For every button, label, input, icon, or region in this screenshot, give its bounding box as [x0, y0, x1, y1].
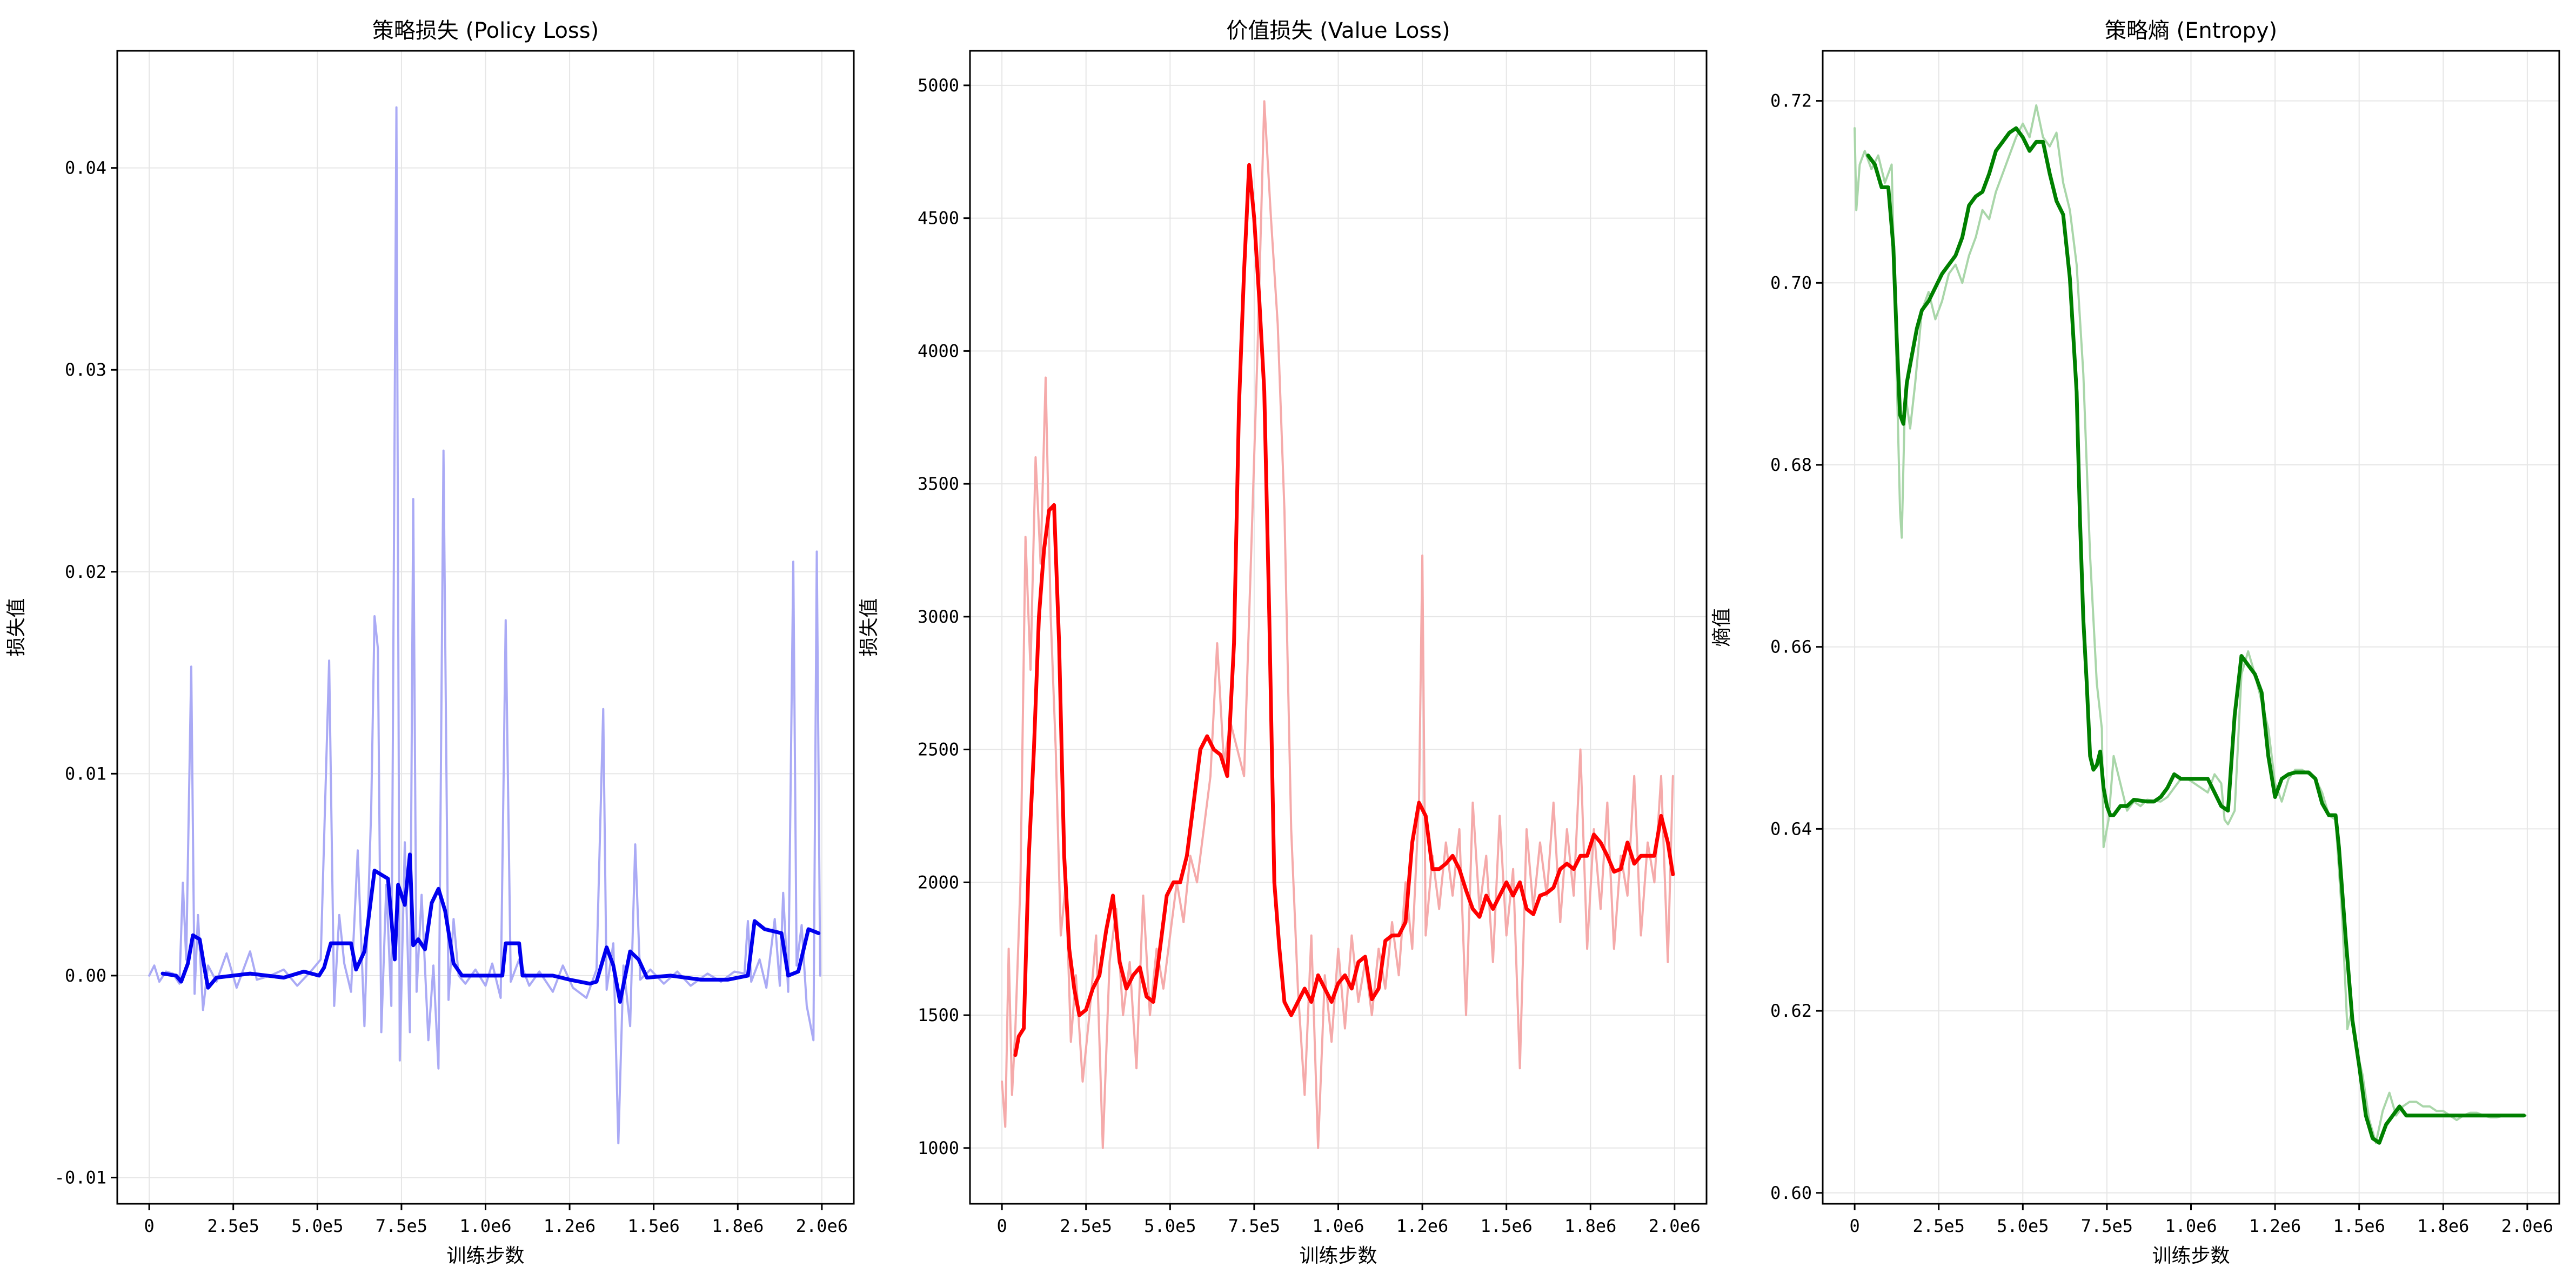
- x-tick-label: 1.5e6: [1481, 1216, 1533, 1236]
- grid-lines: [1823, 51, 2559, 1204]
- x-tick-label: 7.5e5: [1228, 1216, 1280, 1236]
- x-axis-label: 训练步数: [1299, 1245, 1377, 1267]
- y-tick-label: 4500: [918, 208, 959, 229]
- grid-lines: [970, 51, 1707, 1204]
- x-tick-label: 5.0e5: [291, 1216, 343, 1236]
- x-tick-label: 1.8e6: [1564, 1216, 1616, 1236]
- ticks-layer: 0 2.5e5 5.0e5 7.5e5 1.0e6 1.2e6 1.5e6 1.8e6 2.0e…: [1770, 91, 2553, 1236]
- x-tick-label: 1.2e6: [2249, 1216, 2301, 1236]
- x-tick-label: 2.0e6: [2501, 1216, 2553, 1236]
- x-tick-label: 0: [1849, 1216, 1859, 1236]
- y-tick-label: 0.04: [65, 158, 106, 178]
- y-tick-label: 0.66: [1770, 637, 1812, 657]
- x-tick-label: 1.0e6: [459, 1216, 511, 1236]
- y-tick-label: 0.02: [65, 562, 106, 582]
- x-tick-label: 1.0e6: [1312, 1216, 1364, 1236]
- ticks-layer: 0 2.5e5 5.0e5 7.5e5 1.0e6 1.2e6 1.5e6 1.8e6 2.0e…: [918, 75, 1701, 1236]
- y-tick-label: 0.64: [1770, 818, 1812, 839]
- chart-value-loss: 0 2.5e5 5.0e5 7.5e5 1.0e6 1.2e6 1.5e6 1.8e6 2.0e…: [858, 18, 1708, 1267]
- y-tick-label: 5000: [918, 75, 959, 96]
- x-tick-label: 1.2e6: [1396, 1216, 1448, 1236]
- series-layer: [1854, 104, 2527, 1145]
- chart-entropy: 0 2.5e5 5.0e5 7.5e5 1.0e6 1.2e6 1.5e6 1.8e6 2.0e…: [1711, 18, 2560, 1267]
- y-tick-label: 4000: [918, 341, 959, 361]
- x-axis-label: 训练步数: [2152, 1245, 2230, 1267]
- series-layer: [148, 106, 821, 1144]
- x-tick-label: 2.0e6: [796, 1216, 848, 1236]
- y-tick-label: 0.70: [1770, 272, 1812, 293]
- smoothed-series-line: [1866, 126, 2526, 1145]
- smoothed-series-line: [160, 852, 821, 1004]
- x-tick-label: 5.0e5: [1144, 1216, 1196, 1236]
- y-tick-label: 1000: [918, 1138, 959, 1158]
- y-tick-label: 0.60: [1770, 1183, 1812, 1203]
- y-axis-label: 熵值: [1711, 608, 1733, 646]
- y-tick-label: 3000: [918, 606, 959, 627]
- y-tick-label: 3500: [918, 474, 959, 494]
- y-tick-label: 0.72: [1770, 91, 1812, 111]
- x-tick-label: 5.0e5: [1997, 1216, 2049, 1236]
- x-tick-label: 7.5e5: [376, 1216, 427, 1236]
- y-tick-label: 0.01: [65, 763, 106, 784]
- chart-title: 价值损失 (Value Loss): [1226, 18, 1450, 43]
- y-tick-label: 0.68: [1770, 455, 1812, 475]
- y-tick-label: 1500: [918, 1005, 959, 1025]
- x-tick-label: 7.5e5: [2081, 1216, 2133, 1236]
- x-tick-label: 1.8e6: [2417, 1216, 2469, 1236]
- ticks-layer: 0 2.5e5 5.0e5 7.5e5 1.0e6 1.2e6 1.5e6 1.8e6 2.0e…: [55, 158, 848, 1236]
- chart-policy-loss: 0 2.5e5 5.0e5 7.5e5 1.0e6 1.2e6 1.5e6 1.8e6 2.0e…: [5, 18, 855, 1267]
- x-tick-label: 2.5e5: [1060, 1216, 1112, 1236]
- x-tick-label: 1.5e6: [2333, 1216, 2385, 1236]
- x-tick-label: 2.5e5: [1913, 1216, 1965, 1236]
- x-tick-label: 0: [144, 1216, 154, 1236]
- y-tick-label: 2000: [918, 872, 959, 892]
- x-tick-label: 1.2e6: [544, 1216, 596, 1236]
- x-tick-label: 1.8e6: [712, 1216, 764, 1236]
- x-tick-label: 1.5e6: [628, 1216, 680, 1236]
- chart-title: 策略熵 (Entropy): [2105, 18, 2277, 43]
- y-axis-label: 损失值: [5, 598, 28, 656]
- x-tick-label: 1.0e6: [2165, 1216, 2217, 1236]
- y-tick-label: 2500: [918, 739, 959, 760]
- y-tick-label: 0.00: [65, 965, 106, 986]
- y-axis-label: 损失值: [858, 598, 880, 656]
- smoothed-series-line: [1013, 163, 1675, 1057]
- chart-title: 策略损失 (Policy Loss): [372, 18, 599, 43]
- series-layer: [1001, 100, 1675, 1149]
- y-tick-label: 0.62: [1770, 1001, 1812, 1021]
- x-tick-label: 0: [996, 1216, 1007, 1236]
- y-tick-label: -0.01: [55, 1167, 106, 1188]
- raw-series-line: [1001, 100, 1674, 1149]
- x-tick-label: 2.0e6: [1649, 1216, 1701, 1236]
- y-tick-label: 0.03: [65, 359, 106, 380]
- x-axis-label: 训练步数: [446, 1245, 524, 1267]
- x-tick-label: 2.5e5: [208, 1216, 259, 1236]
